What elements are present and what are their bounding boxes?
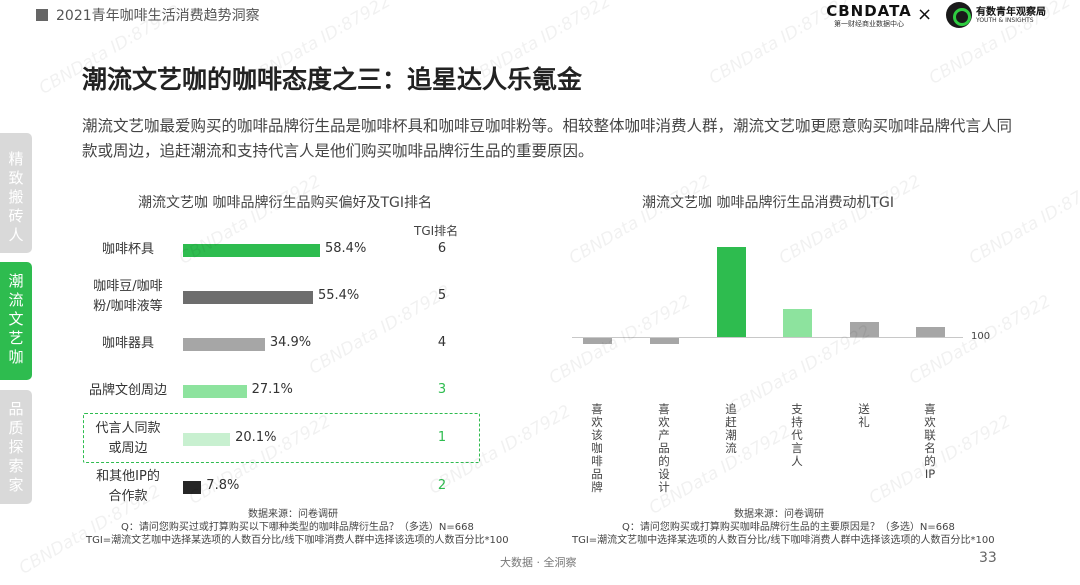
bar-category-label-line: 咖啡器具: [101, 336, 154, 351]
bar: [183, 480, 202, 494]
baseline-label: 100: [971, 331, 991, 342]
sidebar-char: 砖: [8, 207, 24, 225]
tgi-rank-value: 6: [437, 241, 447, 256]
summary-text: 潮流文艺咖最爱购买的咖啡品牌衍生品是咖啡杯具和咖啡豆咖啡粉等。相较整体咖啡消费人…: [82, 117, 1013, 160]
cbndata-logo: CBNDATA 第一财经商业数据中心: [826, 2, 912, 29]
sidebar-char: 搬: [8, 188, 24, 206]
report-title: 2021青年咖啡生活消费趋势洞察: [56, 8, 260, 24]
youth-insights-logo-icon: [946, 2, 972, 28]
sidebar-item-trendy-artsy[interactable]: 潮流文艺咖: [0, 262, 32, 380]
bar: [183, 290, 313, 304]
bar-category-label-line: 或周边: [108, 441, 148, 456]
tgi-bar: [582, 338, 612, 344]
sidebar-char: 咖: [8, 348, 24, 366]
bar-category-label-line: 咖啡杯具: [101, 242, 154, 257]
bar-category-label: 品牌文创周边: [83, 381, 173, 401]
tgi-category-label: 喜欢该咖啡品牌: [591, 402, 603, 494]
sidebar-item-refined-workers[interactable]: 精致搬砖人: [0, 133, 32, 253]
tgi-category-label: 支持代言人: [791, 402, 803, 468]
bar-category-label: 和其他IP的 合作款: [83, 467, 173, 507]
tgi-rank-value: 3: [437, 382, 447, 397]
sidebar-char: 流: [8, 291, 24, 309]
right-chart-question: Q：请问您购买或打算购买咖啡品牌衍生品的主要原因是？（多选）N=668: [622, 522, 955, 533]
watermark-text: CBNData ID:87922: [965, 171, 1080, 269]
bar-category-label-line: 和其他IP的: [96, 469, 160, 484]
bar: [183, 337, 265, 351]
bar-category-label: 代言人同款 或周边: [83, 419, 173, 459]
cbndata-logo-text: CBNDATA: [826, 2, 912, 20]
watermark-text: CBNData ID:87922: [865, 411, 1015, 509]
left-chart-tgi-note: TGI=潮流文艺咖中选择某选项的人数百分比/线下咖啡消费人群中选择该选项的人数百…: [86, 535, 509, 546]
sidebar-char: 文: [8, 310, 24, 328]
sidebar-char: 艺: [8, 329, 24, 347]
tgi-bar: [915, 327, 945, 337]
tgi-category-label: 喜欢产品的设计: [658, 402, 670, 494]
tgi-rank-value: 2: [437, 478, 447, 493]
tgi-rank-value: 5: [437, 288, 447, 303]
header-square-icon: [36, 9, 48, 21]
cbndata-logo-subtext: 第一财经商业数据中心: [834, 20, 904, 28]
page-title: 潮流文艺咖的咖啡态度之三：追星达人乐氪金: [82, 65, 583, 94]
tgi-category-label: 追赶潮流: [725, 402, 737, 455]
footer-slogan: 大数据 · 全洞察: [500, 556, 577, 569]
tgi-rank-value: 1: [437, 430, 447, 445]
bar-value-label: 20.1%: [235, 430, 277, 445]
sidebar-char: 人: [8, 226, 24, 244]
page-number: 33: [979, 550, 997, 566]
bar-category-label: 咖啡杯具: [83, 240, 173, 260]
tgi-bar: [849, 322, 879, 337]
bar-category-label-line: 代言人同款: [95, 421, 161, 436]
sidebar-char: 索: [8, 457, 24, 475]
sidebar-item-quality-explorers[interactable]: 品质探索家: [0, 390, 32, 504]
bar-value-label: 27.1%: [251, 382, 293, 397]
right-chart-title: 潮流文艺咖 咖啡品牌衍生品消费动机TGI: [642, 195, 894, 211]
left-chart-question: Q：请问您购买过或打算购买以下哪种类型的咖啡品牌衍生品？（多选）N=668: [121, 522, 474, 533]
tgi-bar: [782, 309, 812, 337]
logo-separator: ×: [917, 4, 933, 25]
bar-category-label-line: 合作款: [108, 489, 148, 504]
watermark-text: CBNData ID:87922: [775, 171, 925, 269]
sidebar-char: 品: [8, 400, 24, 418]
right-chart-source: 数据来源：问卷调研: [734, 509, 824, 520]
sidebar-char: 质: [8, 419, 24, 437]
bar: [183, 243, 320, 257]
tgi-category-label: 喜欢联名的IP: [924, 402, 936, 481]
sidebar-char: 探: [8, 438, 24, 456]
watermark-text: CBNData ID:87922: [565, 171, 715, 269]
right-chart-tgi-note: TGI=潮流文艺咖中选择某选项的人数百分比/线下咖啡消费人群中选择该选项的人数百…: [572, 535, 995, 546]
youth-insights-logo-subtext: YOUTH & INSIGHTS: [976, 17, 1034, 24]
bar: [183, 384, 247, 398]
highlight-box: [83, 413, 480, 463]
sidebar-char: 潮: [8, 272, 24, 290]
tgi-category-label: 送礼: [858, 402, 870, 429]
tgi-bar: [716, 247, 746, 337]
left-chart-title: 潮流文艺咖 咖啡品牌衍生品购买偏好及TGI排名: [138, 195, 432, 211]
bar-category-label-line: 粉/咖啡液等: [93, 299, 163, 314]
youth-insights-logo-text: 有数青年观察局: [976, 7, 1046, 18]
tgi-bar: [649, 338, 679, 344]
bar-category-label-line: 品牌文创周边: [88, 383, 167, 398]
sidebar-char: 精: [8, 150, 24, 168]
bar-value-label: 58.4%: [325, 241, 367, 256]
bar-value-label: 34.9%: [269, 335, 312, 350]
bar: [183, 432, 231, 446]
left-chart-source: 数据来源：问卷调研: [248, 509, 338, 520]
bar-category-label-line: 咖啡豆/咖啡: [93, 279, 163, 294]
tgi-rank-value: 4: [437, 335, 447, 350]
sidebar-char: 致: [8, 169, 24, 187]
bar-category-label: 咖啡器具: [83, 334, 173, 354]
bar-value-label: 7.8%: [206, 478, 240, 493]
sidebar-char: 家: [8, 476, 24, 494]
tgi-rank-header: TGI排名: [414, 224, 459, 238]
bar-category-label: 咖啡豆/咖啡 粉/咖啡液等: [83, 277, 173, 317]
bar-value-label: 55.4%: [317, 288, 360, 303]
baseline-axis: [572, 337, 963, 338]
